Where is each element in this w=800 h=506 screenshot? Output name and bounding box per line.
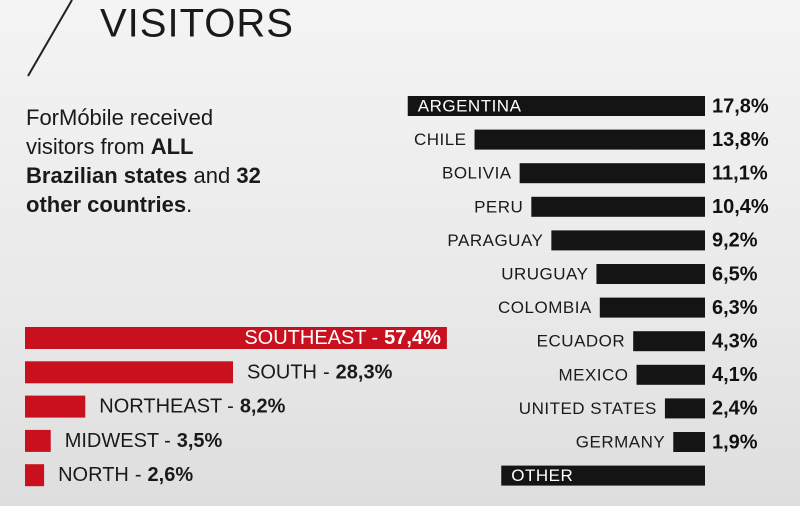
bar (633, 331, 705, 352)
bar (474, 129, 705, 150)
intro-text: . (186, 192, 193, 217)
separator: - (135, 464, 142, 486)
value-label: 4,1% (712, 364, 758, 386)
bar (25, 464, 45, 487)
bar (25, 327, 447, 349)
category-name: SOUTHEAST (244, 327, 366, 349)
bar (519, 163, 705, 184)
category-label: ECUADOR (537, 332, 626, 351)
bar (25, 429, 51, 452)
separator: - (227, 396, 234, 418)
category-label: PERU (474, 197, 523, 216)
value-label: 13,8% (712, 129, 769, 151)
bar (501, 465, 705, 486)
value-label: 57,4% (384, 327, 441, 349)
bar (636, 364, 705, 385)
category-name: SOUTH (247, 362, 317, 384)
value-label: 2,6% (148, 464, 194, 486)
bar (673, 432, 705, 452)
category-label: SOUTHEAST -57,4% (244, 327, 441, 349)
value-label: 28,3% (336, 362, 393, 384)
category-label: MIDWEST -3,5% (65, 430, 223, 452)
value-label: 3,5% (177, 430, 223, 452)
category-name: NORTHEAST (99, 396, 222, 418)
category-label: UNITED STATES (519, 399, 657, 418)
value-label: 2,4% (712, 398, 758, 420)
bar (25, 395, 86, 418)
bar (25, 361, 234, 384)
bar (531, 196, 705, 217)
value-label: 10,4% (712, 196, 769, 218)
separator: - (371, 327, 378, 349)
category-label: ARGENTINA (418, 96, 522, 115)
category-label: SOUTH -28,3% (247, 362, 393, 384)
category-name: NORTH (58, 464, 129, 486)
value-label: 1,9% (712, 431, 758, 453)
separator: - (323, 362, 330, 384)
value-label: 6,3% (712, 297, 758, 319)
category-label: BOLIVIA (442, 164, 512, 183)
value-label: 11,1% (712, 162, 768, 184)
intro-text: ALL Brazilian states (26, 134, 194, 188)
separator: - (164, 430, 171, 452)
category-label: NORTHEAST -8,2% (99, 396, 285, 418)
value-label: 17,8% (712, 95, 769, 117)
value-label: 6,5% (712, 263, 758, 285)
bar (599, 297, 705, 318)
value-label: 9,2% (712, 230, 758, 252)
intro: ForMóbile received visitors from ALL Bra… (26, 103, 261, 219)
category-label: CHILE (414, 130, 467, 149)
category-label: URUGUAY (501, 264, 588, 283)
intro-text: ForMóbile received visitors from (26, 105, 214, 159)
bar (596, 264, 705, 284)
intro-text: 32 other countries (26, 163, 261, 217)
category-label: OTHER (511, 466, 573, 485)
category-label: GERMANY (576, 432, 665, 451)
category-name: MIDWEST (65, 430, 159, 452)
category-label: MEXICO (558, 365, 628, 384)
value-label: 4,3% (712, 330, 758, 352)
category-label: PARAGUAY (447, 231, 543, 250)
bar (551, 230, 705, 251)
title: VISITORS (100, 2, 294, 46)
category-label: COLOMBIA (498, 298, 592, 317)
bar (407, 96, 705, 116)
decor-line (27, 0, 73, 77)
bar (664, 398, 705, 419)
intro-text: and (187, 163, 237, 188)
category-label: NORTH -2,6% (58, 464, 193, 486)
value-label: 8,2% (240, 396, 286, 418)
